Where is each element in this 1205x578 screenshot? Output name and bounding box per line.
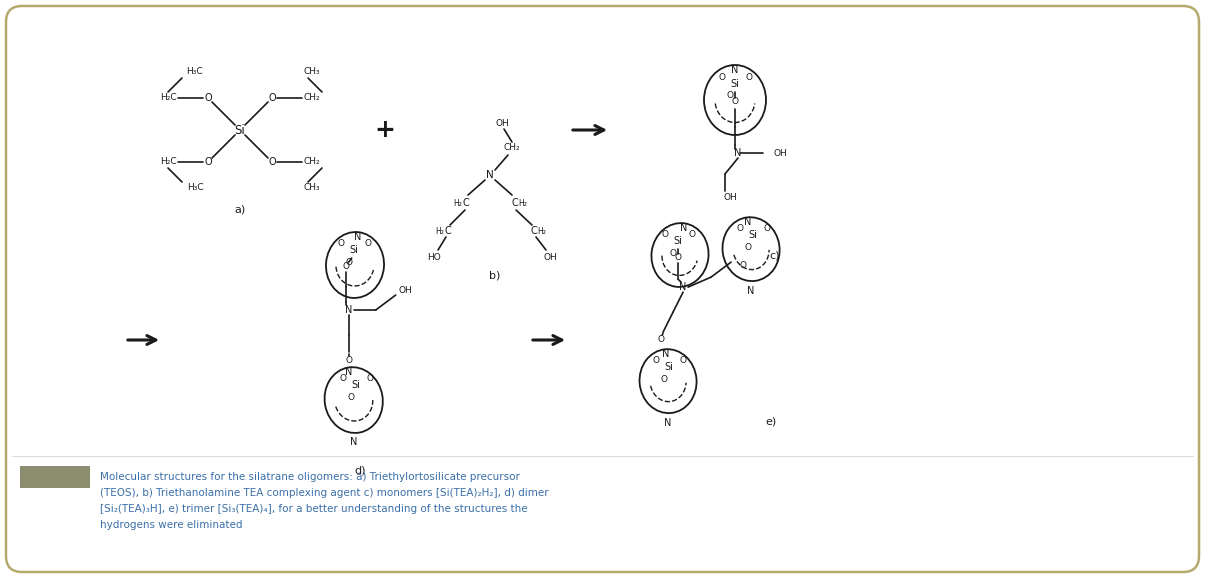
Text: O: O [345, 258, 352, 266]
Text: O: O [727, 91, 734, 101]
Text: O: O [342, 262, 349, 271]
Text: O: O [269, 157, 276, 167]
Text: N: N [743, 217, 751, 227]
Text: O: O [718, 72, 725, 81]
Text: O: O [348, 393, 354, 402]
Text: O: O [204, 157, 212, 167]
Text: O: O [740, 261, 747, 269]
Text: O: O [745, 243, 752, 252]
Text: H₂: H₂ [537, 227, 546, 235]
Text: H₂: H₂ [518, 198, 528, 208]
Text: C: C [463, 198, 470, 208]
Text: hydrogens were eliminated: hydrogens were eliminated [100, 520, 242, 530]
Text: H₃C: H₃C [186, 68, 202, 76]
Text: O: O [340, 374, 347, 383]
Text: Figure 1: Figure 1 [30, 472, 80, 482]
Text: O: O [660, 375, 668, 384]
Text: Molecular structures for the silatrane oligomers: a) Triethylortosilicate precur: Molecular structures for the silatrane o… [100, 472, 519, 482]
Text: O: O [736, 224, 743, 233]
Text: N: N [349, 437, 358, 447]
Text: b): b) [489, 270, 501, 280]
Text: O: O [204, 93, 212, 103]
Text: H₂: H₂ [453, 198, 463, 208]
Text: N: N [662, 349, 670, 360]
Text: CH₂: CH₂ [504, 143, 521, 153]
Text: OH: OH [495, 118, 509, 128]
Text: O: O [764, 224, 770, 233]
Text: C: C [445, 226, 452, 236]
Text: O: O [680, 355, 687, 365]
Text: C: C [530, 226, 537, 236]
Text: HO: HO [427, 253, 441, 261]
Text: +: + [375, 118, 395, 142]
Text: N: N [664, 418, 671, 428]
Text: O: O [269, 93, 276, 103]
Text: O: O [670, 249, 676, 258]
Text: OH: OH [543, 253, 557, 261]
Text: CH₂: CH₂ [304, 157, 321, 166]
Text: CH₂: CH₂ [304, 94, 321, 102]
Text: N: N [486, 170, 494, 180]
Text: N: N [345, 305, 352, 315]
Text: H₃C: H₃C [187, 183, 204, 192]
Text: O: O [658, 335, 664, 344]
Text: N: N [680, 282, 687, 292]
Text: O: O [345, 355, 352, 365]
Text: O: O [688, 229, 695, 239]
Text: a): a) [235, 205, 246, 215]
Text: OH: OH [399, 286, 412, 295]
Text: N: N [734, 148, 742, 158]
Text: O: O [746, 72, 752, 81]
Text: (TEOS), b) Triethanolamine TEA complexing agent c) monomers [Si(TEA)₂H₂], d) dim: (TEOS), b) Triethanolamine TEA complexin… [100, 488, 548, 498]
Text: Si: Si [730, 79, 740, 89]
Text: N: N [747, 286, 754, 296]
Text: Si: Si [349, 245, 358, 255]
Text: Si: Si [235, 124, 246, 136]
Text: [Si₂(TEA)₃H], e) trimer [Si₃(TEA)₄], for a better understanding of the structure: [Si₂(TEA)₃H], e) trimer [Si₃(TEA)₄], for… [100, 504, 528, 514]
Text: N: N [731, 65, 739, 75]
Text: CH₃: CH₃ [304, 68, 321, 76]
Text: O: O [337, 239, 345, 247]
Text: O: O [366, 374, 374, 383]
Text: c): c) [770, 250, 781, 260]
Text: Si: Si [352, 380, 360, 390]
Text: N: N [354, 232, 362, 242]
Text: d): d) [354, 465, 366, 475]
Text: N: N [680, 223, 687, 234]
Text: O: O [675, 253, 682, 262]
Text: OH: OH [723, 192, 737, 202]
Text: O: O [653, 355, 660, 365]
Text: OH: OH [774, 149, 787, 157]
FancyBboxPatch shape [20, 466, 90, 488]
Text: Si: Si [674, 236, 682, 246]
Text: Si: Si [665, 362, 674, 372]
Text: O: O [364, 239, 371, 247]
Text: H₂: H₂ [435, 227, 445, 235]
Text: N: N [345, 368, 353, 377]
Text: C: C [512, 198, 518, 208]
Text: CH₃: CH₃ [304, 183, 321, 192]
Text: O: O [662, 229, 669, 239]
Text: H₂C: H₂C [160, 157, 176, 166]
Text: Si: Si [748, 230, 758, 240]
Text: H₂C: H₂C [160, 94, 176, 102]
Text: e): e) [765, 416, 777, 426]
Text: O: O [731, 98, 739, 106]
